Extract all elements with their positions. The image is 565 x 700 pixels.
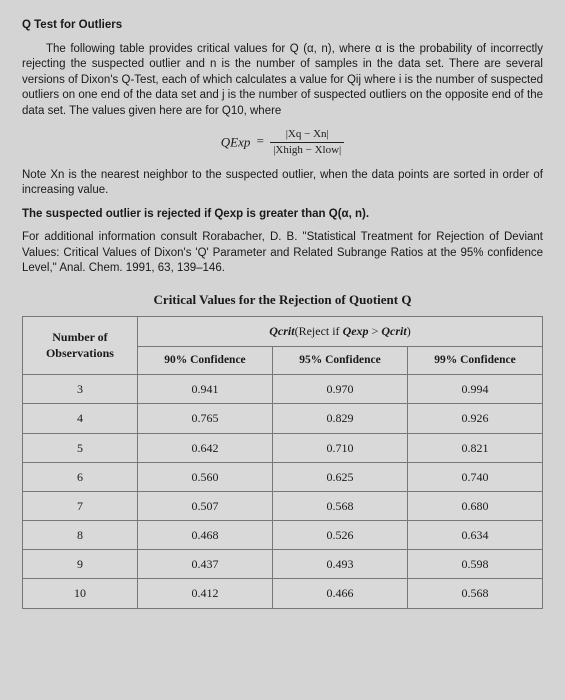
formula-numerator: |Xq − Xn| [270,127,344,143]
cell-n: 4 [23,404,138,433]
qcrit-pre: Qcrit [269,324,294,338]
table-row: 9 0.437 0.493 0.598 [23,550,543,579]
cell-95: 0.970 [272,375,407,404]
qcrit-post: ) [407,324,411,338]
cell-n: 10 [23,579,138,608]
cell-90: 0.412 [137,579,272,608]
table-header-row-1: Number of Observations Qcrit(Reject if Q… [23,317,543,346]
cell-90: 0.507 [137,491,272,520]
table-row: 10 0.412 0.466 0.568 [23,579,543,608]
qcrit-qcrit: Qcrit [381,324,406,338]
table-row: 8 0.468 0.526 0.634 [23,521,543,550]
qcrit-gt: > [369,324,382,338]
critical-values-table: Number of Observations Qcrit(Reject if Q… [22,316,543,608]
cell-95: 0.466 [272,579,407,608]
cell-n: 8 [23,521,138,550]
cell-95: 0.710 [272,433,407,462]
header-observations-line1: Number of [52,330,107,344]
cell-99: 0.568 [407,579,542,608]
cell-n: 5 [23,433,138,462]
cell-99: 0.634 [407,521,542,550]
cell-99: 0.926 [407,404,542,433]
formula-fraction: |Xq − Xn| |Xhigh − Xlow| [270,127,344,158]
table-row: 7 0.507 0.568 0.680 [23,491,543,520]
cell-95: 0.829 [272,404,407,433]
qcrit-qexp: Qexp [343,324,369,338]
col-95: 95% Confidence [272,346,407,375]
table-row: 3 0.941 0.970 0.994 [23,375,543,404]
reject-rule: The suspected outlier is rejected if Qex… [22,207,543,223]
cell-n: 6 [23,462,138,491]
cell-90: 0.941 [137,375,272,404]
table-row: 6 0.560 0.625 0.740 [23,462,543,491]
document-page: Q Test for Outliers The following table … [0,0,565,629]
header-observations: Number of Observations [23,317,138,375]
cell-99: 0.598 [407,550,542,579]
note-xn: Note Xn is the nearest neighbor to the s… [22,168,543,199]
cell-95: 0.568 [272,491,407,520]
formula-label: QExp [221,135,251,150]
col-90: 90% Confidence [137,346,272,375]
cell-90: 0.765 [137,404,272,433]
cell-90: 0.437 [137,550,272,579]
cell-99: 0.994 [407,375,542,404]
col-99: 99% Confidence [407,346,542,375]
intro-paragraph: The following table provides critical va… [22,42,543,120]
table-title: Critical Values for the Rejection of Quo… [22,291,543,309]
page-title: Q Test for Outliers [22,18,543,34]
qcrit-mid: (Reject if [295,324,343,338]
cell-90: 0.468 [137,521,272,550]
header-qcrit: Qcrit(Reject if Qexp > Qcrit) [137,317,542,346]
cell-n: 3 [23,375,138,404]
cell-90: 0.560 [137,462,272,491]
cell-99: 0.740 [407,462,542,491]
cell-n: 9 [23,550,138,579]
formula-qexp: QExp = |Xq − Xn| |Xhigh − Xlow| [22,127,543,158]
cell-99: 0.821 [407,433,542,462]
cell-90: 0.642 [137,433,272,462]
cell-95: 0.493 [272,550,407,579]
reference-citation: For additional information consult Rorab… [22,230,543,277]
cell-95: 0.625 [272,462,407,491]
formula-denominator: |Xhigh − Xlow| [270,143,344,158]
cell-95: 0.526 [272,521,407,550]
cell-99: 0.680 [407,491,542,520]
header-observations-line2: Observations [46,346,114,360]
table-row: 5 0.642 0.710 0.821 [23,433,543,462]
formula-equals: = [254,133,267,148]
table-row: 4 0.765 0.829 0.926 [23,404,543,433]
cell-n: 7 [23,491,138,520]
